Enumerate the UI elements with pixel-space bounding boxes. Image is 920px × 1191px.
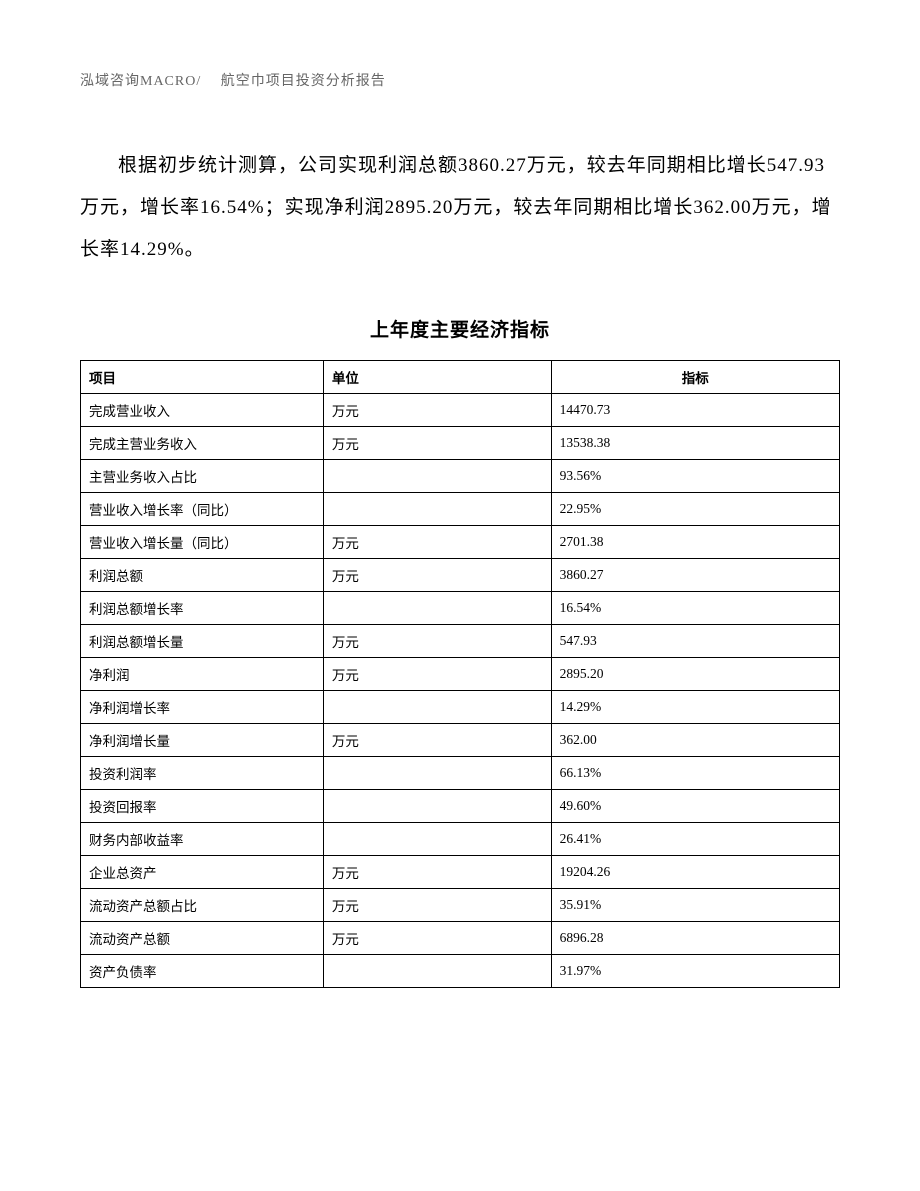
table-cell: 投资利润率 — [81, 757, 324, 790]
table-row: 财务内部收益率 26.41% — [81, 823, 840, 856]
table-row: 利润总额万元3860.27 — [81, 559, 840, 592]
table-row: 流动资产总额占比万元35.91% — [81, 889, 840, 922]
economic-indicators-table: 项目 单位 指标 完成营业收入万元14470.73完成主营业务收入万元13538… — [80, 360, 840, 988]
table-cell: 14470.73 — [551, 394, 839, 427]
table-row: 主营业务收入占比 93.56% — [81, 460, 840, 493]
table-cell: 万元 — [323, 856, 551, 889]
table-row: 投资回报率 49.60% — [81, 790, 840, 823]
table-cell: 财务内部收益率 — [81, 823, 324, 856]
table-cell: 投资回报率 — [81, 790, 324, 823]
table-cell: 26.41% — [551, 823, 839, 856]
table-cell: 万元 — [323, 526, 551, 559]
body-paragraph: 根据初步统计测算，公司实现利润总额3860.27万元，较去年同期相比增长547.… — [80, 145, 840, 270]
table-header-row: 项目 单位 指标 — [81, 361, 840, 394]
table-row: 投资利润率 66.13% — [81, 757, 840, 790]
table-cell: 完成营业收入 — [81, 394, 324, 427]
table-cell — [323, 955, 551, 988]
table-cell: 流动资产总额 — [81, 922, 324, 955]
table-cell: 企业总资产 — [81, 856, 324, 889]
table-cell: 净利润增长量 — [81, 724, 324, 757]
table-cell: 3860.27 — [551, 559, 839, 592]
table-cell: 13538.38 — [551, 427, 839, 460]
document-page: 泓域咨询MACRO/ 航空巾项目投资分析报告 根据初步统计测算，公司实现利润总额… — [0, 0, 920, 1048]
table-cell: 93.56% — [551, 460, 839, 493]
table-row: 资产负债率 31.97% — [81, 955, 840, 988]
table-cell: 净利润增长率 — [81, 691, 324, 724]
table-cell: 利润总额增长量 — [81, 625, 324, 658]
page-header: 泓域咨询MACRO/ 航空巾项目投资分析报告 — [80, 70, 840, 90]
table-cell — [323, 823, 551, 856]
table-cell: 净利润 — [81, 658, 324, 691]
table-cell: 31.97% — [551, 955, 839, 988]
table-cell — [323, 493, 551, 526]
table-cell: 14.29% — [551, 691, 839, 724]
table-cell: 万元 — [323, 559, 551, 592]
table-row: 完成营业收入万元14470.73 — [81, 394, 840, 427]
table-cell: 主营业务收入占比 — [81, 460, 324, 493]
table-row: 流动资产总额万元6896.28 — [81, 922, 840, 955]
table-cell: 万元 — [323, 625, 551, 658]
table-row: 净利润万元2895.20 — [81, 658, 840, 691]
table-row: 净利润增长率 14.29% — [81, 691, 840, 724]
table-cell: 6896.28 — [551, 922, 839, 955]
table-cell: 资产负债率 — [81, 955, 324, 988]
table-cell: 16.54% — [551, 592, 839, 625]
column-header-value: 指标 — [551, 361, 839, 394]
column-header-unit: 单位 — [323, 361, 551, 394]
table-title: 上年度主要经济指标 — [80, 315, 840, 342]
table-cell: 547.93 — [551, 625, 839, 658]
table-row: 企业总资产万元19204.26 — [81, 856, 840, 889]
column-header-item: 项目 — [81, 361, 324, 394]
table-cell — [323, 592, 551, 625]
table-cell — [323, 757, 551, 790]
table-cell: 万元 — [323, 658, 551, 691]
table-cell: 2701.38 — [551, 526, 839, 559]
table-row: 营业收入增长量（同比）万元2701.38 — [81, 526, 840, 559]
table-cell — [323, 691, 551, 724]
table-cell: 35.91% — [551, 889, 839, 922]
table-cell: 万元 — [323, 427, 551, 460]
table-cell: 49.60% — [551, 790, 839, 823]
table-cell: 22.95% — [551, 493, 839, 526]
table-cell: 利润总额 — [81, 559, 324, 592]
table-cell: 万元 — [323, 889, 551, 922]
table-row: 利润总额增长量万元547.93 — [81, 625, 840, 658]
table-cell: 万元 — [323, 724, 551, 757]
table-row: 净利润增长量万元362.00 — [81, 724, 840, 757]
table-cell — [323, 790, 551, 823]
table-cell — [323, 460, 551, 493]
table-row: 利润总额增长率 16.54% — [81, 592, 840, 625]
table-cell: 完成主营业务收入 — [81, 427, 324, 460]
table-cell: 营业收入增长率（同比） — [81, 493, 324, 526]
table-row: 营业收入增长率（同比） 22.95% — [81, 493, 840, 526]
table-cell: 19204.26 — [551, 856, 839, 889]
table-cell: 万元 — [323, 394, 551, 427]
table-cell: 营业收入增长量（同比） — [81, 526, 324, 559]
table-row: 完成主营业务收入万元13538.38 — [81, 427, 840, 460]
table-cell: 万元 — [323, 922, 551, 955]
table-cell: 362.00 — [551, 724, 839, 757]
table-cell: 66.13% — [551, 757, 839, 790]
table-cell: 流动资产总额占比 — [81, 889, 324, 922]
table-cell: 利润总额增长率 — [81, 592, 324, 625]
table-cell: 2895.20 — [551, 658, 839, 691]
